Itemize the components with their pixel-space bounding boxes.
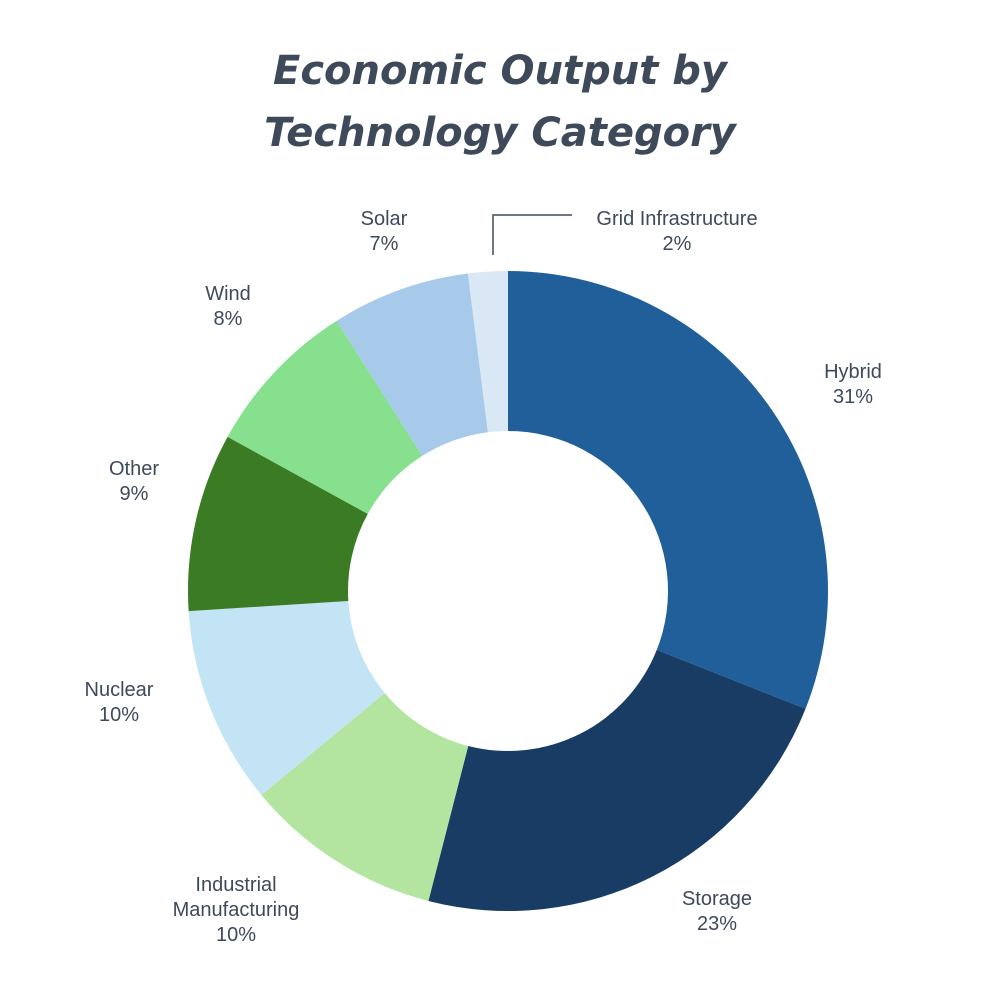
slice-grid-infrastructure — [467, 271, 508, 433]
label-group: Hybrid 31% Storage 23% Industrial Manufacturi… — [85, 208, 882, 946]
slice-label-other-0: Other — [109, 458, 159, 480]
value-label-hybrid: 31% — [833, 386, 873, 408]
leader-line-grid-infrastructure — [492, 214, 572, 255]
value-label-storage: 23% — [697, 913, 737, 935]
slice-label-storage-0: Storage — [682, 888, 752, 910]
slice-nuclear — [188, 601, 385, 795]
slice-solar — [336, 273, 488, 456]
slice-label-industrial-manufacturing-1: Manufacturing — [173, 899, 300, 921]
slice-hybrid — [508, 271, 829, 709]
slice-label-solar-0: Solar — [361, 208, 408, 230]
slice-industrial-manufacturing — [261, 692, 469, 901]
slice-wind — [227, 320, 423, 514]
chart-title-line-1: Economic Output by — [273, 48, 729, 94]
slice-label-hybrid-0: Hybrid — [824, 361, 882, 383]
value-label-nuclear: 10% — [99, 704, 139, 726]
slice-label-industrial-manufacturing-0: Industrial — [195, 874, 276, 896]
value-label-grid-infrastructure: 2% — [663, 233, 692, 255]
value-label-solar: 7% — [370, 233, 399, 255]
slice-label-grid-infrastructure-0: Grid Infrastructure — [596, 208, 757, 230]
value-label-other: 9% — [120, 483, 149, 505]
slice-storage — [428, 649, 806, 911]
slice-other — [188, 436, 368, 612]
value-label-industrial-manufacturing: 10% — [216, 924, 256, 946]
slice-label-nuclear-0: Nuclear — [85, 679, 154, 701]
chart-title-line-2: Technology Category — [264, 110, 738, 156]
value-label-wind: 8% — [214, 308, 243, 330]
slice-label-wind-0: Wind — [205, 283, 251, 305]
slice-group — [188, 271, 829, 911]
